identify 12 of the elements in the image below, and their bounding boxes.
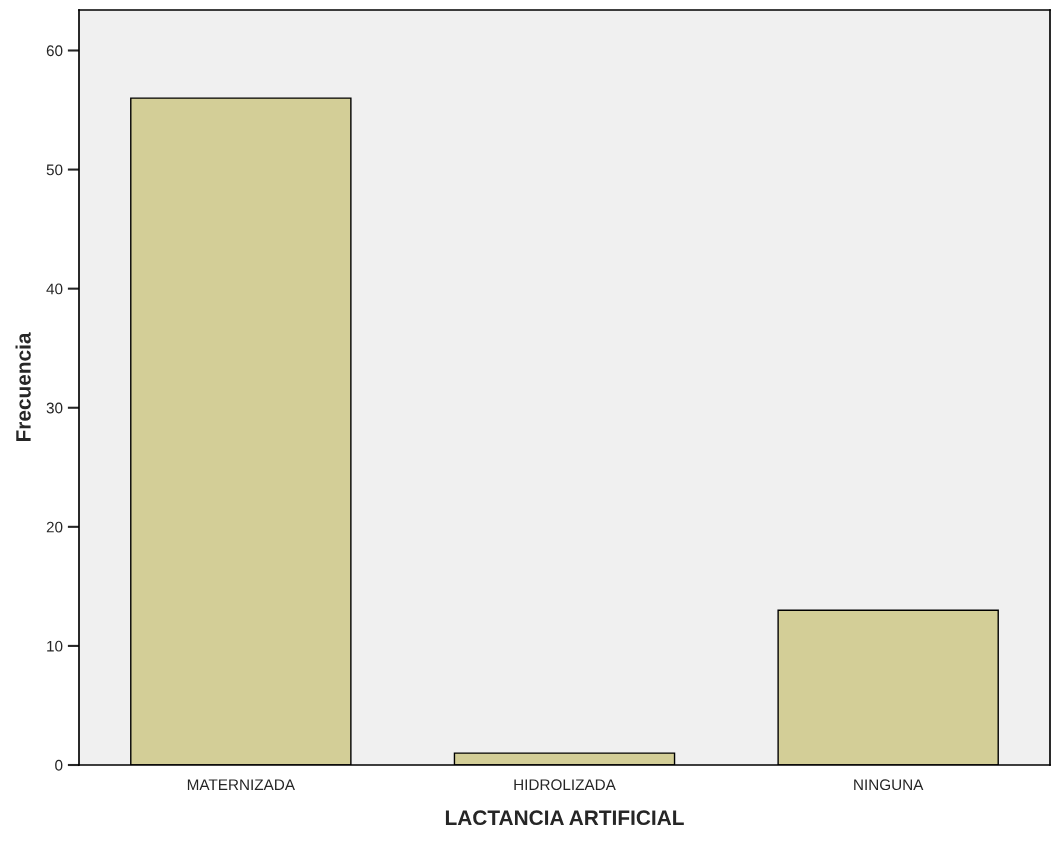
y-tick-label: 30	[46, 402, 63, 414]
y-axis-title: Frecuencia	[15, 332, 31, 442]
x-axis-title: LACTANCIA ARTIFICIAL	[445, 810, 684, 826]
y-tick-label: 10	[47, 640, 63, 652]
y-tick-label: 0	[55, 759, 63, 771]
x-tick-label: HIDROLIZADA	[514, 779, 616, 791]
x-tick-label: NINGUNA	[854, 779, 924, 791]
y-tick-label: 60	[46, 45, 63, 57]
y-tick-label: 20	[46, 521, 63, 533]
x-tick-label: MATERNIZADA	[187, 779, 295, 790]
y-tick-label: 40	[46, 283, 63, 295]
y-tick-label: 50	[46, 164, 63, 176]
